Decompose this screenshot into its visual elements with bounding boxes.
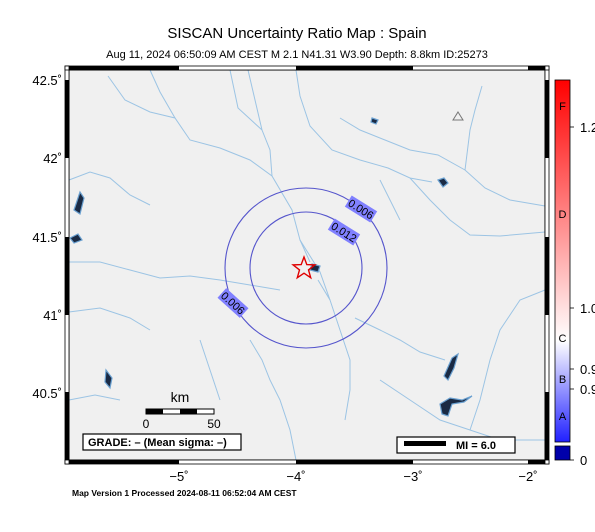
reservoir	[69, 233, 83, 244]
river	[317, 279, 331, 301]
map-area: 0.006 0.012 0.006 km 0 50 GRADE: – (Mean…	[68, 69, 546, 461]
footer-processed: Map Version 1 Processed 2024-08-11 06:52…	[72, 488, 297, 498]
scale-unit: km	[171, 389, 190, 405]
colorbar-value: 1.0	[580, 301, 595, 316]
reservoir	[370, 117, 379, 125]
colorbar-min-box	[554, 445, 571, 461]
rivers	[68, 69, 546, 461]
river	[107, 75, 311, 263]
scale-tick-0: 0	[143, 417, 150, 431]
reservoir	[443, 352, 460, 382]
grade-letter: C	[559, 333, 567, 345]
epicenter-star-icon	[291, 254, 317, 280]
lat-label: 41˚	[43, 308, 62, 323]
river	[68, 171, 151, 206]
lat-label: 42.5˚	[32, 73, 62, 88]
river	[229, 69, 263, 131]
river	[69, 261, 281, 291]
river	[149, 69, 176, 119]
mi-legend: MI = 6.0	[396, 436, 516, 454]
river	[68, 394, 121, 401]
grade-box: GRADE: – (Mean sigma: –)	[82, 433, 242, 451]
grade-letter: F	[559, 101, 566, 113]
river	[68, 307, 151, 331]
station-triangle-icon	[452, 111, 464, 121]
longitude-labels: −5˚ −4˚ −3˚ −2˚	[169, 469, 537, 484]
river	[379, 179, 401, 221]
colorbar-value: 0.9	[580, 362, 595, 377]
river	[249, 339, 297, 461]
reservoir	[437, 177, 449, 188]
grade-letter: B	[559, 374, 566, 386]
colorbar: F D C B A 1.2 1.0 0.9 0.9 0	[554, 79, 595, 468]
uncertainty-contours	[224, 187, 388, 349]
river	[199, 339, 221, 401]
reservoir	[73, 190, 85, 215]
colorbar-value: 0	[580, 453, 587, 468]
lat-label: 42˚	[43, 151, 62, 166]
reservoirs	[69, 117, 473, 417]
river	[409, 177, 546, 237]
river	[299, 239, 351, 421]
reservoir	[104, 368, 113, 390]
lon-label: −3˚	[403, 469, 422, 484]
contour-inner	[249, 211, 363, 325]
river	[469, 289, 546, 431]
lon-label: −4˚	[286, 469, 305, 484]
reservoir	[439, 395, 473, 417]
map-border	[64, 65, 550, 465]
contour-outer	[224, 187, 388, 349]
grade-text: GRADE: – (Mean sigma: –)	[88, 437, 227, 449]
map-title: SISCAN Uncertainty Ratio Map : Spain	[167, 25, 426, 42]
lat-label: 40.5˚	[32, 386, 62, 401]
scale-tick-50: 50	[207, 417, 221, 431]
latitude-labels: 42.5˚ 42˚ 41.5˚ 41˚ 40.5˚	[32, 73, 62, 401]
mi-text: MI = 6.0	[456, 440, 496, 452]
river	[339, 117, 546, 207]
colorbar-value: 0.9	[580, 382, 595, 397]
lon-label: −2˚	[518, 469, 537, 484]
river	[464, 85, 483, 171]
scale-bar: km 0 50	[143, 389, 221, 431]
colorbar-gradient	[554, 79, 571, 443]
grade-letter: A	[559, 411, 567, 423]
river	[354, 317, 446, 361]
lat-label: 41.5˚	[32, 230, 62, 245]
grade-letter: D	[559, 209, 567, 221]
lon-label: −5˚	[169, 469, 188, 484]
map-subtitle: Aug 11, 2024 06:50:09 AM CEST M 2.1 N41.…	[106, 49, 488, 61]
river	[295, 69, 433, 183]
colorbar-value: 1.2	[580, 120, 595, 135]
